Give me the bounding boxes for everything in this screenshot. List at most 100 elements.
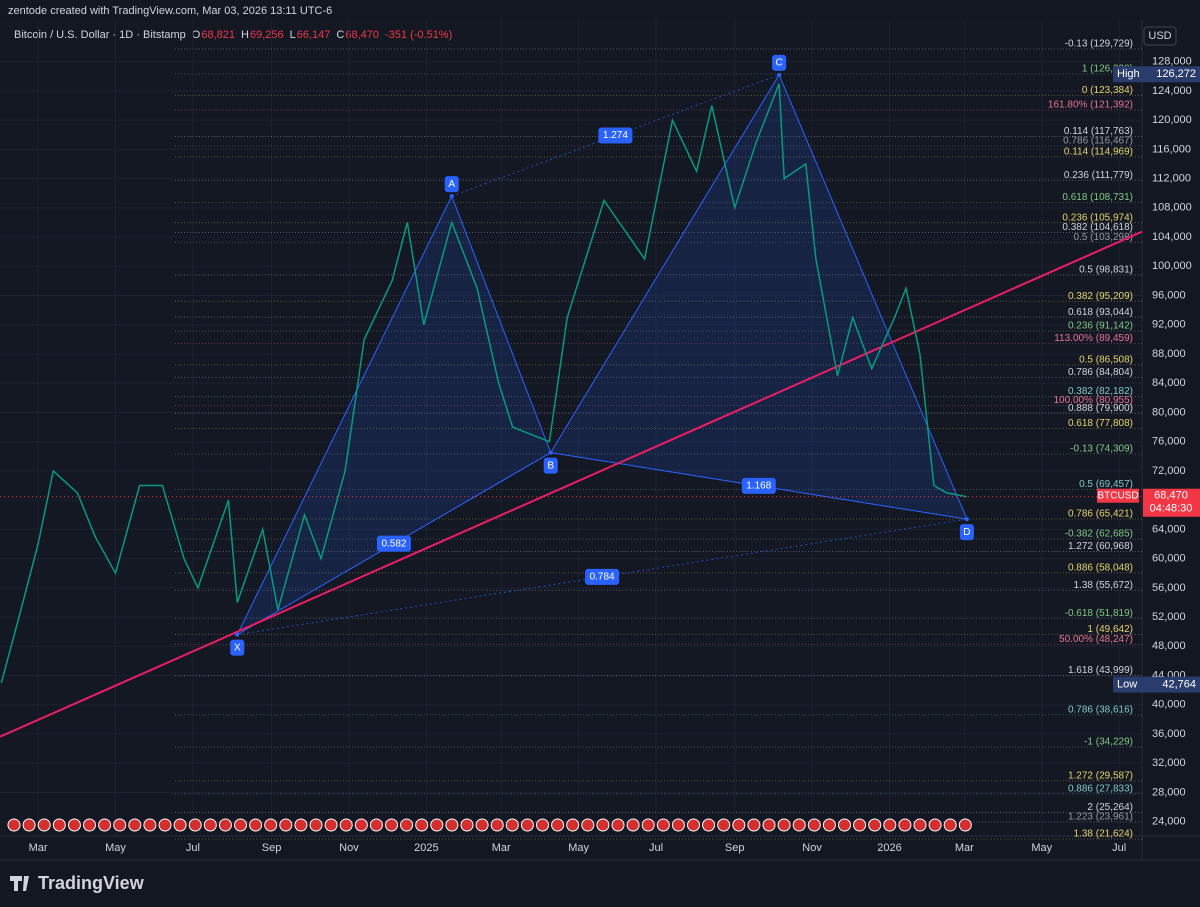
y-tick-label: 84,000 [1152, 377, 1186, 389]
event-flag [354, 818, 368, 832]
event-flag [324, 818, 338, 832]
event-flag [249, 818, 263, 832]
event-flag [113, 818, 127, 832]
event-flag [339, 818, 353, 832]
x-tick-label: Sep [725, 842, 745, 854]
pattern-point [449, 194, 454, 199]
pattern-point [548, 450, 553, 455]
y-tick-label: 116,000 [1152, 143, 1191, 155]
fib-label: 0.886 (27,833) [1068, 783, 1133, 794]
y-tick-label: 128,000 [1152, 56, 1192, 68]
event-flag [218, 818, 232, 832]
y-tick-label: 52,000 [1152, 611, 1186, 623]
x-tick-label: Mar [492, 842, 511, 854]
symbol: Bitcoin / U.S. Dollar · 1D · Bitstamp [14, 29, 186, 41]
pattern-leg [451, 74, 780, 197]
y-tick-label: 112,000 [1152, 172, 1191, 184]
event-flag [234, 818, 247, 832]
point-label: X [234, 642, 241, 653]
fib-label: 0.114 (114,969) [1064, 147, 1133, 158]
y-tick-label: 36,000 [1152, 728, 1186, 740]
ohlc-value: 68,470 [345, 29, 379, 41]
fib-label: 0.786 (84,804) [1068, 367, 1133, 378]
y-tick-label: 96,000 [1152, 289, 1186, 301]
fib-label: -0.13 (74,309) [1070, 444, 1133, 455]
event-flag [702, 818, 716, 832]
x-tick-label: Jul [1112, 842, 1126, 854]
event-flag [928, 818, 942, 832]
y-tick-label: 92,000 [1152, 319, 1186, 331]
event-flag [158, 818, 172, 832]
x-tick-label: Sep [262, 842, 282, 854]
event-flag [520, 818, 534, 832]
ratio-label: 0.582 [381, 538, 406, 549]
x-tick-label: Mar [955, 842, 974, 854]
y-tick-label: 124,000 [1152, 85, 1192, 97]
ratio-badge [376, 535, 411, 552]
ohlc-key: H [241, 29, 249, 41]
event-flag [822, 818, 836, 832]
x-tick-label: Mar [29, 842, 48, 854]
event-flag [505, 818, 519, 832]
event-flag [67, 818, 81, 832]
point-badge [772, 54, 787, 71]
pattern-point [235, 632, 240, 637]
event-flag [415, 818, 429, 832]
currency-button[interactable] [1143, 26, 1177, 46]
logo-icon [10, 876, 29, 891]
fib-label: 1 (49,642) [1087, 624, 1133, 635]
fib-label: -0.618 (51,819) [1065, 608, 1133, 619]
fib-label: -0.13 (129,729) [1065, 39, 1133, 50]
fib-label: 0.114 (117,763) [1064, 126, 1133, 137]
fib-label: -1 (34,229) [1084, 737, 1133, 748]
x-tick-label: May [568, 842, 589, 854]
fib-label: 0 (123,384) [1082, 85, 1133, 96]
y-tick-label: 64,000 [1152, 523, 1186, 535]
ratio-label: 1.274 [603, 130, 628, 141]
y-tick-label: 72,000 [1152, 465, 1186, 477]
pattern-leg [237, 518, 967, 636]
y-tick-label: 24,000 [1152, 816, 1186, 828]
pattern-point [777, 72, 782, 77]
event-flag [853, 818, 867, 832]
ohlc-key: C [336, 29, 344, 41]
event-flag [188, 818, 202, 832]
fib-label: 0.5 (98,831) [1079, 264, 1133, 275]
point-label: D [963, 527, 970, 538]
event-flag [807, 818, 821, 832]
y-tick-label: 104,000 [1152, 231, 1192, 243]
fib-label: 0.786 (65,421) [1068, 509, 1133, 520]
fib-label: 0.382 (104,618) [1062, 222, 1133, 233]
ohlc-key: L [290, 29, 296, 41]
event-flag [22, 818, 36, 832]
low-badge-text: 42,764 [1162, 679, 1196, 691]
event-flag [83, 818, 96, 832]
ratio-badge [598, 127, 633, 144]
x-tick-label: May [105, 842, 126, 854]
currency-label: USD [1148, 30, 1171, 42]
countdown: 04:48:30 [1150, 503, 1193, 515]
event-flag [687, 818, 700, 832]
fib-label: 0.5 (86,508) [1079, 355, 1133, 366]
point-badge [444, 176, 459, 193]
ratio-label: 0.784 [590, 572, 615, 583]
event-flag [883, 818, 897, 832]
event-flag [264, 818, 278, 832]
ratio-badge [585, 568, 620, 585]
event-flag [173, 818, 187, 832]
event-flag [490, 818, 504, 832]
fib-label: 0.618 (108,731) [1062, 192, 1133, 203]
high-badge-text: 126,272 [1156, 68, 1196, 80]
x-tick-label: 2025 [414, 842, 438, 854]
trendline [0, 230, 1143, 738]
fib-label: 1.272 (60,968) [1068, 541, 1133, 552]
y-tick-label: 108,000 [1152, 202, 1192, 214]
x-tick-label: Nov [802, 842, 822, 854]
event-flag [641, 818, 655, 832]
event-flag [294, 818, 308, 832]
ohlc-value: 69,256 [250, 29, 284, 41]
point-badge [543, 457, 558, 474]
fib-label: 0.618 (93,044) [1068, 307, 1133, 318]
fib-label: 1.38 (55,672) [1074, 580, 1134, 591]
